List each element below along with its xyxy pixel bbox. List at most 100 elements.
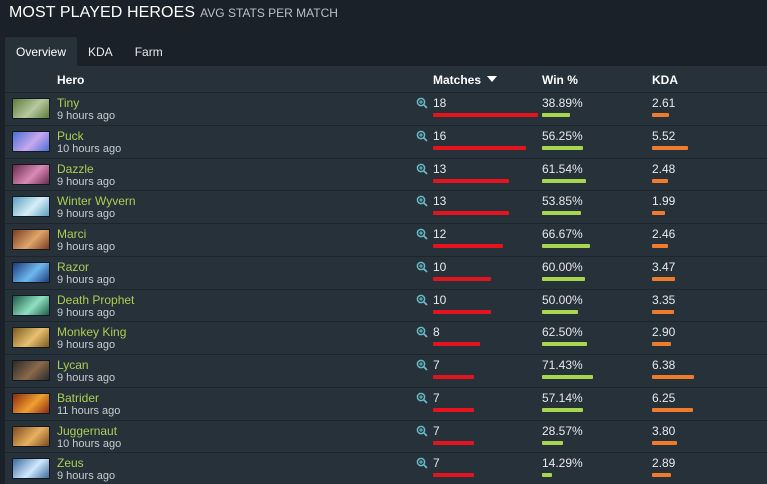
sort-descending-icon bbox=[487, 76, 498, 82]
matches-bar bbox=[433, 375, 474, 379]
table-row: Tiny 9 hours ago 18 38.89% 2.61 bbox=[5, 92, 767, 125]
win-rate-value: 28.57% bbox=[542, 423, 583, 438]
zoom-in-icon[interactable] bbox=[416, 195, 428, 207]
tab-farm[interactable]: Farm bbox=[134, 44, 163, 59]
table-row: Death Prophet 9 hours ago 10 50.00% 3.35 bbox=[5, 288, 767, 322]
hero-portrait[interactable] bbox=[12, 196, 50, 218]
last-played-time: 9 hours ago bbox=[57, 273, 116, 286]
hero-portrait[interactable] bbox=[12, 163, 50, 185]
win-rate-bar bbox=[542, 145, 583, 150]
kda-bar bbox=[652, 407, 694, 412]
win-rate-value: 14.29% bbox=[542, 456, 583, 471]
hero-portrait[interactable] bbox=[12, 458, 50, 480]
last-played-time: 9 hours ago bbox=[57, 241, 116, 253]
column-header-kda[interactable]: KDA bbox=[652, 73, 678, 87]
win-rate-bar bbox=[542, 440, 563, 445]
kda-bar bbox=[652, 375, 694, 379]
hero-portrait[interactable] bbox=[12, 261, 50, 283]
hero-name-link[interactable]: Dazzle bbox=[57, 161, 94, 176]
column-header-matches[interactable]: Matches bbox=[433, 73, 498, 87]
table-row: Dazzle 9 hours ago 13 61.54% 2.48 bbox=[5, 157, 767, 191]
win-rate-value: 71.43% bbox=[542, 358, 583, 372]
zoom-in-icon[interactable] bbox=[416, 163, 428, 175]
column-header-matches-label: Matches bbox=[433, 73, 482, 87]
hero-name-link[interactable]: Tiny bbox=[57, 96, 80, 110]
kda-bar bbox=[652, 244, 669, 248]
win-rate-bar bbox=[542, 113, 570, 117]
tab-overview[interactable]: Overview bbox=[5, 37, 78, 66]
hero-portrait[interactable] bbox=[12, 98, 50, 119]
matches-value: 7 bbox=[433, 390, 440, 405]
zoom-in-icon[interactable] bbox=[416, 359, 428, 371]
hero-name-link[interactable]: Marci bbox=[57, 227, 87, 241]
section-subtitle: AVG STATS PER MATCH bbox=[200, 6, 338, 20]
hero-portrait[interactable] bbox=[12, 130, 50, 152]
table-row: Zeus 9 hours ago 7 14.29% 2.89 bbox=[5, 452, 767, 484]
win-rate-value: 50.00% bbox=[542, 292, 583, 307]
table-body: Tiny 9 hours ago 18 38.89% 2.61 Puck 10 hours … bbox=[5, 92, 767, 484]
matches-value: 16 bbox=[433, 128, 447, 143]
tab-bar: Overview KDA Farm bbox=[5, 37, 174, 66]
matches-bar bbox=[433, 440, 474, 445]
hero-name-link[interactable]: Death Prophet bbox=[57, 292, 135, 307]
zoom-in-icon[interactable] bbox=[416, 97, 428, 109]
win-rate-value: 53.85% bbox=[542, 194, 583, 209]
matches-bar bbox=[433, 113, 538, 117]
kda-bar bbox=[652, 473, 671, 478]
hero-name-link[interactable]: Batrider bbox=[57, 390, 100, 405]
hero-name-link[interactable]: Juggernaut bbox=[57, 423, 118, 438]
hero-name-link[interactable]: Lycan bbox=[57, 358, 89, 372]
matches-bar bbox=[433, 145, 527, 150]
hero-name-link[interactable]: Puck bbox=[57, 128, 84, 143]
hero-portrait[interactable] bbox=[12, 327, 50, 349]
zoom-in-icon[interactable] bbox=[416, 294, 428, 306]
column-header-hero[interactable]: Hero bbox=[57, 73, 85, 87]
last-played-time: 9 hours ago bbox=[57, 306, 116, 319]
matches-bar bbox=[433, 342, 480, 347]
kda-value: 2.89 bbox=[652, 456, 676, 471]
matches-bar bbox=[433, 211, 509, 216]
win-rate-value: 62.50% bbox=[542, 325, 583, 340]
kda-bar bbox=[652, 309, 675, 314]
hero-name-link[interactable]: Winter Wyvern bbox=[57, 194, 136, 209]
matches-value: 10 bbox=[433, 292, 447, 307]
win-rate-value: 56.25% bbox=[542, 128, 583, 143]
hero-portrait[interactable] bbox=[12, 229, 50, 250]
last-played-time: 11 hours ago bbox=[57, 404, 121, 417]
hero-portrait[interactable] bbox=[12, 425, 50, 447]
zoom-in-icon[interactable] bbox=[416, 326, 428, 338]
zoom-in-icon[interactable] bbox=[416, 457, 428, 469]
hero-name-link[interactable]: Monkey King bbox=[57, 325, 127, 340]
kda-bar bbox=[652, 113, 670, 117]
matches-bar bbox=[433, 309, 492, 314]
zoom-in-icon[interactable] bbox=[416, 130, 428, 142]
hero-name-link[interactable]: Razor bbox=[57, 259, 90, 274]
hero-portrait[interactable] bbox=[12, 392, 50, 414]
zoom-in-icon[interactable] bbox=[416, 425, 428, 437]
hero-portrait[interactable] bbox=[12, 360, 50, 381]
kda-value: 1.99 bbox=[652, 194, 676, 209]
kda-bar bbox=[652, 276, 675, 281]
matches-bar bbox=[433, 178, 509, 183]
kda-value: 2.48 bbox=[652, 161, 676, 176]
zoom-in-icon[interactable] bbox=[416, 392, 428, 404]
matches-value: 12 bbox=[433, 227, 447, 241]
win-rate-bar bbox=[542, 244, 590, 248]
matches-bar bbox=[433, 276, 492, 281]
matches-value: 10 bbox=[433, 259, 447, 274]
win-rate-bar bbox=[542, 407, 584, 412]
matches-value: 13 bbox=[433, 194, 447, 209]
win-rate-bar bbox=[542, 342, 587, 347]
column-header-win-rate[interactable]: Win % bbox=[542, 73, 578, 87]
table-row: Juggernaut 10 hours ago 7 28.57% 3.80 bbox=[5, 419, 767, 453]
zoom-in-icon[interactable] bbox=[416, 228, 428, 240]
table-row: Puck 10 hours ago 16 56.25% 5.52 bbox=[5, 124, 767, 158]
zoom-in-icon[interactable] bbox=[416, 261, 428, 273]
kda-value: 2.90 bbox=[652, 325, 676, 340]
hero-name-link[interactable]: Zeus bbox=[57, 456, 84, 471]
matches-value: 13 bbox=[433, 161, 447, 176]
hero-portrait[interactable] bbox=[12, 294, 50, 316]
win-rate-bar bbox=[542, 178, 587, 183]
tab-kda[interactable]: KDA bbox=[88, 44, 113, 59]
matches-value: 18 bbox=[433, 96, 447, 110]
